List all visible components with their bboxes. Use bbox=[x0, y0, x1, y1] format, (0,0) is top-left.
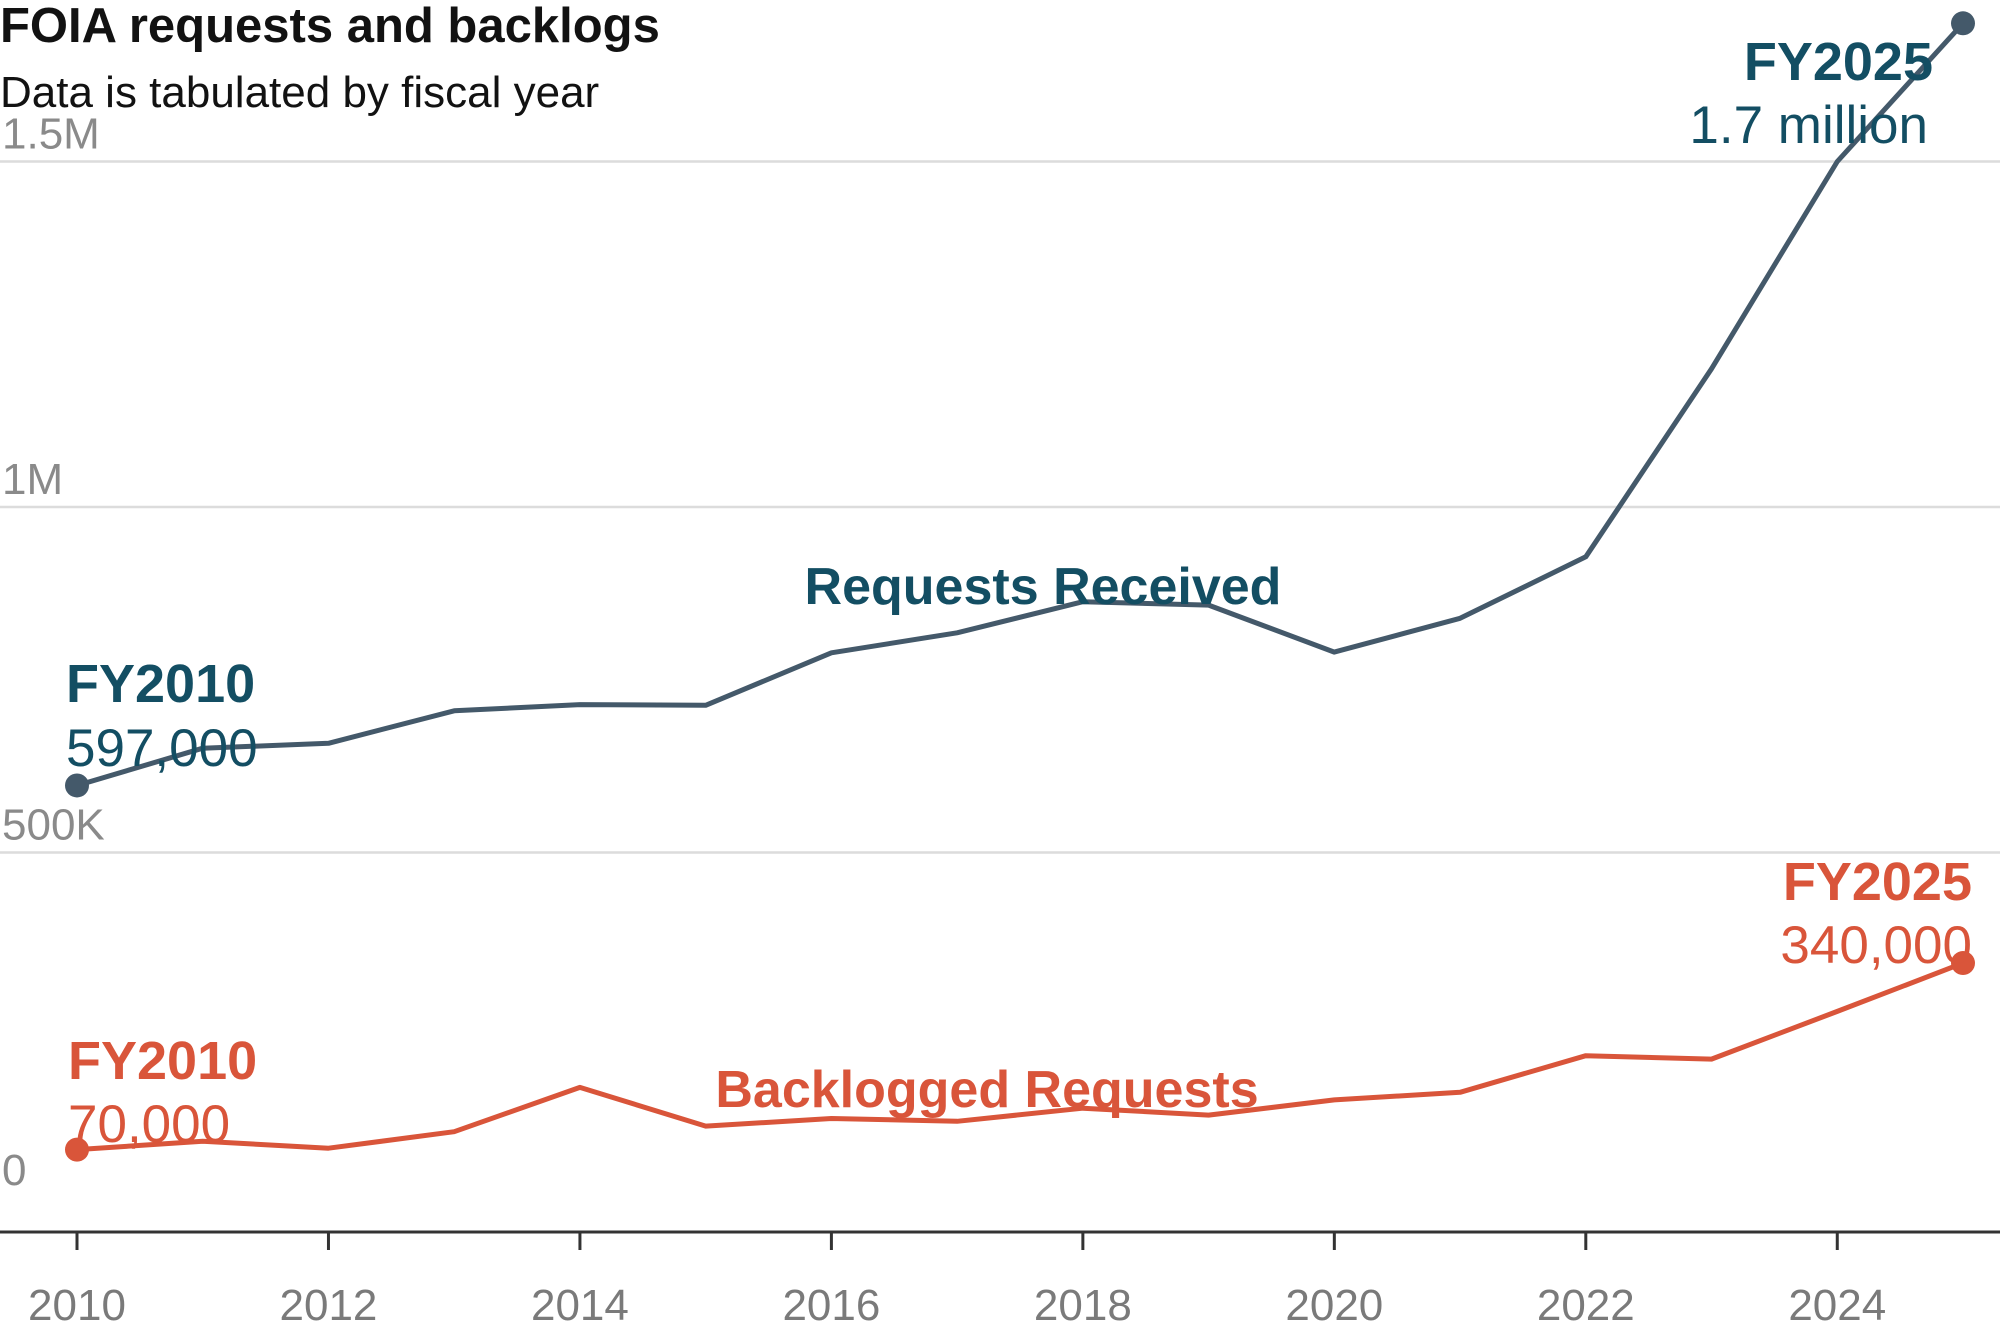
x-tick-label-2022: 2022 bbox=[1537, 1281, 1635, 1330]
requests-start-label: FY2010 bbox=[66, 654, 255, 714]
backlog-end-label: FY2025 bbox=[1783, 852, 1972, 912]
x-tick-label-2024: 2024 bbox=[1788, 1281, 1886, 1330]
y-tick-label-500K: 500K bbox=[2, 801, 105, 850]
data-point-requests-received-2025 bbox=[1951, 11, 1975, 36]
x-tick-label-2014: 2014 bbox=[531, 1281, 629, 1330]
y-axis-ticks: 0 500K 1M 1.5M bbox=[2, 110, 105, 1196]
data-point-requests-received-2010 bbox=[65, 773, 89, 798]
y-tick-label-1.5M: 1.5M bbox=[2, 110, 100, 159]
gridlines bbox=[0, 160, 2000, 854]
x-tick-label-2016: 2016 bbox=[782, 1281, 880, 1330]
x-tick-label-2020: 2020 bbox=[1285, 1281, 1383, 1330]
x-tick-label-2010: 2010 bbox=[28, 1281, 126, 1330]
series-lines bbox=[65, 11, 1975, 1162]
series-label-requests: Requests Received bbox=[805, 558, 1282, 616]
x-tick-label-2012: 2012 bbox=[280, 1281, 378, 1330]
series-line-requests-received bbox=[74, 20, 1966, 788]
series-line-backlogged-requests bbox=[74, 960, 1966, 1153]
backlog-start-label: FY2010 bbox=[68, 1031, 257, 1091]
x-axis-ticks: 2010 2012 2014 2016 2018 2020 2022 2024 bbox=[28, 1232, 1886, 1330]
series-label-backlog: Backlogged Requests bbox=[715, 1061, 1258, 1119]
backlog-end-value: 340,000 bbox=[1780, 916, 1972, 975]
data-point-backlogged-requests-2010 bbox=[65, 1137, 89, 1162]
requests-end-value: 1.7 million bbox=[1689, 96, 1928, 155]
requests-start-value: 597,000 bbox=[66, 719, 258, 778]
y-tick-label-1M: 1M bbox=[2, 455, 63, 504]
y-tick-label-0: 0 bbox=[2, 1146, 26, 1195]
chart-title: FOIA requests and backlogs bbox=[0, 0, 660, 53]
chart-subtitle: Data is tabulated by fiscal year bbox=[0, 68, 599, 117]
backlog-start-value: 70,000 bbox=[68, 1095, 230, 1154]
x-tick-label-2018: 2018 bbox=[1034, 1281, 1132, 1330]
data-point-backlogged-requests-2025 bbox=[1951, 951, 1975, 976]
requests-end-label: FY2025 bbox=[1744, 32, 1933, 92]
